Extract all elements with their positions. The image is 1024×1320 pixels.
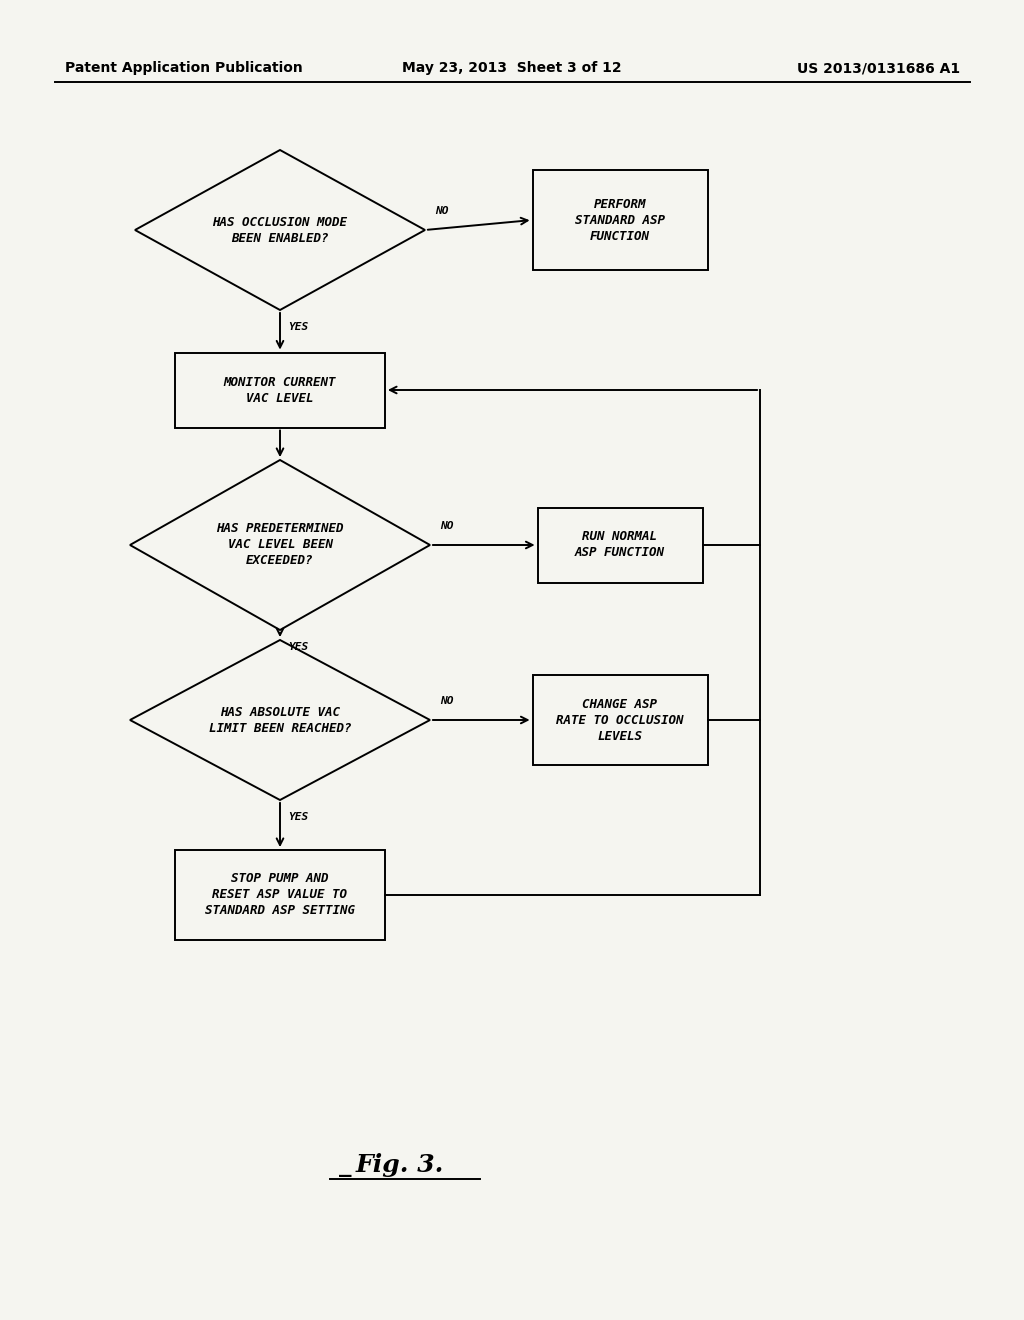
Text: YES: YES bbox=[288, 322, 308, 333]
Text: STOP PUMP AND
RESET ASP VALUE TO
STANDARD ASP SETTING: STOP PUMP AND RESET ASP VALUE TO STANDAR… bbox=[205, 873, 355, 917]
Text: CHANGE ASP
RATE TO OCCLUSION
LEVELS: CHANGE ASP RATE TO OCCLUSION LEVELS bbox=[556, 697, 684, 742]
Text: HAS PREDETERMINED
VAC LEVEL BEEN
EXCEEDED?: HAS PREDETERMINED VAC LEVEL BEEN EXCEEDE… bbox=[216, 523, 344, 568]
Text: May 23, 2013  Sheet 3 of 12: May 23, 2013 Sheet 3 of 12 bbox=[402, 61, 622, 75]
Text: Fig. 3.: Fig. 3. bbox=[355, 1152, 444, 1177]
Text: US 2013/0131686 A1: US 2013/0131686 A1 bbox=[797, 61, 961, 75]
Text: RUN NORMAL
ASP FUNCTION: RUN NORMAL ASP FUNCTION bbox=[575, 531, 665, 560]
Bar bbox=[532, 170, 708, 271]
Text: YES: YES bbox=[288, 642, 308, 652]
Bar bbox=[175, 352, 385, 428]
Text: _: _ bbox=[339, 1152, 351, 1177]
Bar bbox=[175, 850, 385, 940]
Text: NO: NO bbox=[440, 521, 454, 531]
Text: HAS OCCLUSION MODE
BEEN ENABLED?: HAS OCCLUSION MODE BEEN ENABLED? bbox=[213, 215, 347, 244]
Bar bbox=[532, 675, 708, 766]
Text: PERFORM
STANDARD ASP
FUNCTION: PERFORM STANDARD ASP FUNCTION bbox=[575, 198, 665, 243]
Text: Patent Application Publication: Patent Application Publication bbox=[65, 61, 303, 75]
Bar bbox=[538, 507, 702, 582]
Text: MONITOR CURRENT
VAC LEVEL: MONITOR CURRENT VAC LEVEL bbox=[224, 375, 336, 404]
Text: NO: NO bbox=[435, 206, 449, 216]
Text: HAS ABSOLUTE VAC
LIMIT BEEN REACHED?: HAS ABSOLUTE VAC LIMIT BEEN REACHED? bbox=[209, 705, 351, 734]
Text: YES: YES bbox=[288, 812, 308, 822]
Text: NO: NO bbox=[440, 696, 454, 706]
